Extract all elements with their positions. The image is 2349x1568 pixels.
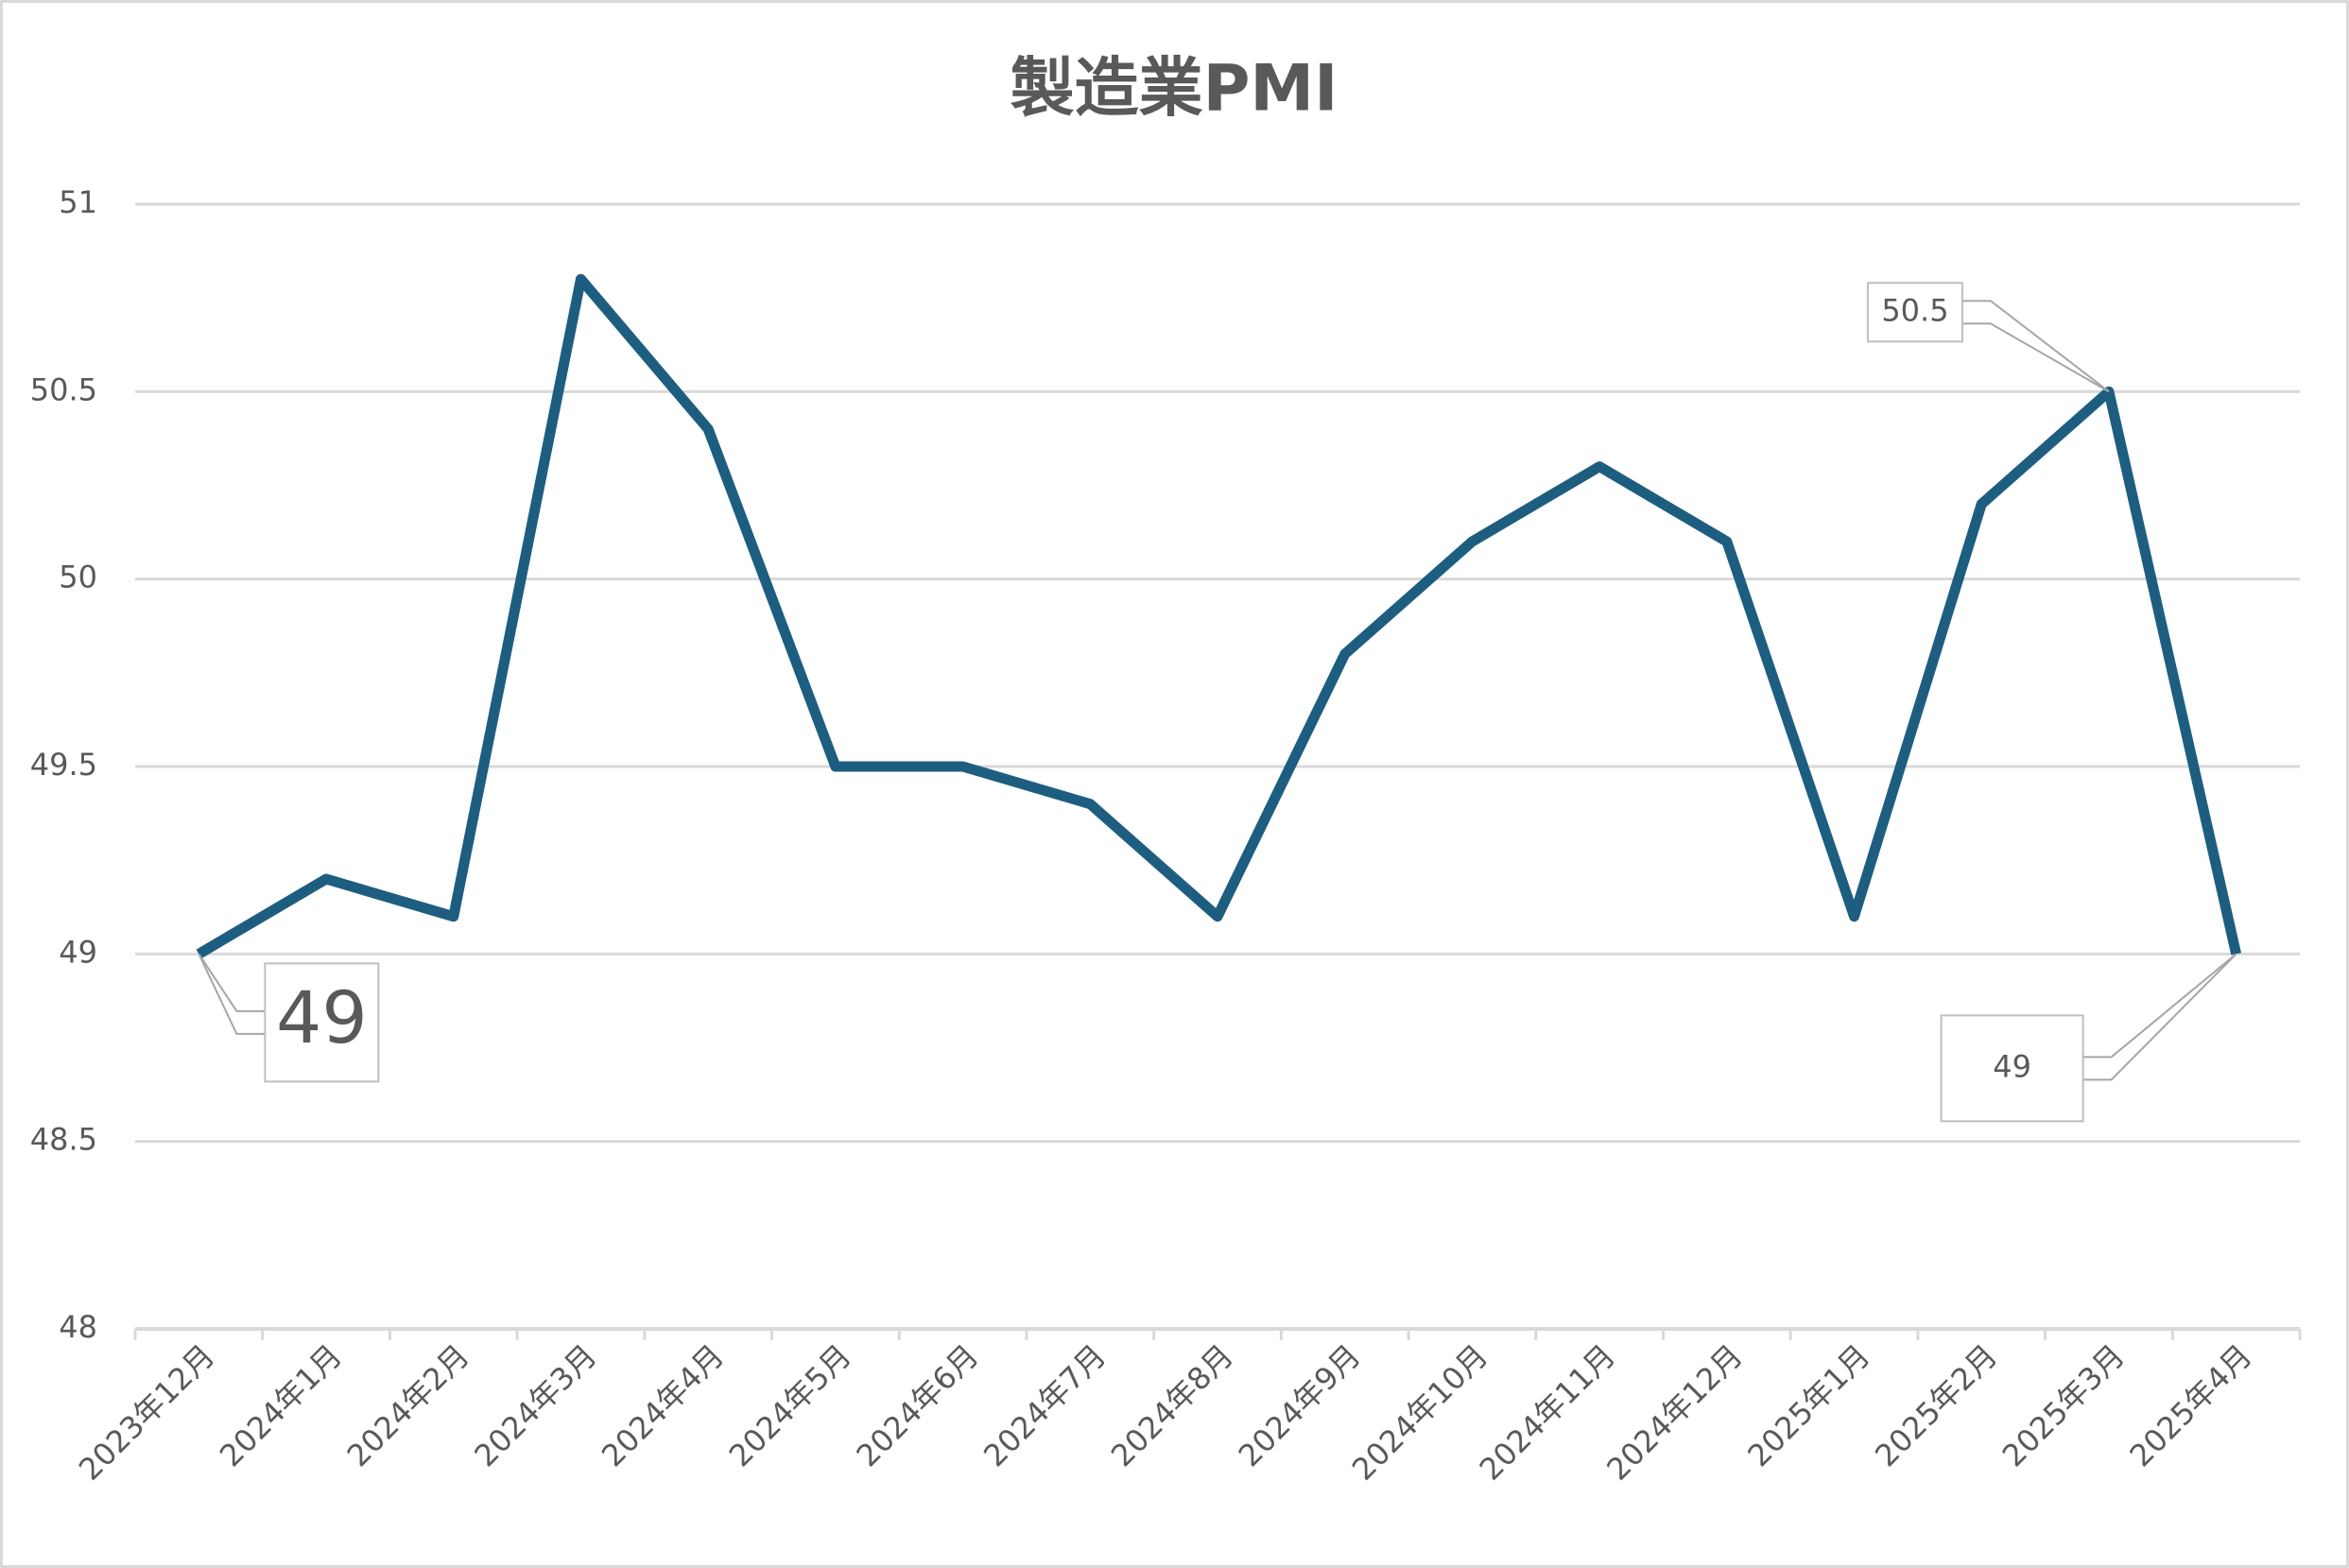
leader-line bbox=[198, 953, 266, 1012]
data-label: 50.5 bbox=[1881, 292, 1948, 328]
label-box bbox=[1866, 282, 1963, 343]
data-label: 49 bbox=[276, 975, 368, 1060]
y-tick-label: 49 bbox=[59, 934, 97, 970]
chart-title: 製造業PMI bbox=[1010, 52, 1339, 127]
leader-line bbox=[2082, 953, 2237, 1059]
label-box bbox=[1940, 1014, 2084, 1123]
y-tick-label: 49.5 bbox=[30, 747, 97, 783]
y-tick-label: 51 bbox=[59, 184, 97, 220]
y-tick-label: 48 bbox=[59, 1309, 97, 1345]
y-tick-label: 50 bbox=[59, 560, 97, 595]
data-label: 49 bbox=[1993, 1048, 2031, 1084]
leader-line bbox=[198, 953, 266, 1035]
leader-line bbox=[1961, 300, 2110, 393]
data-line bbox=[196, 273, 2242, 959]
y-tick-label: 48.5 bbox=[30, 1122, 97, 1158]
leader-line bbox=[1961, 322, 2110, 393]
y-tick-label: 50.5 bbox=[30, 371, 97, 407]
leader-line bbox=[2082, 953, 2237, 1081]
label-box bbox=[264, 962, 380, 1083]
